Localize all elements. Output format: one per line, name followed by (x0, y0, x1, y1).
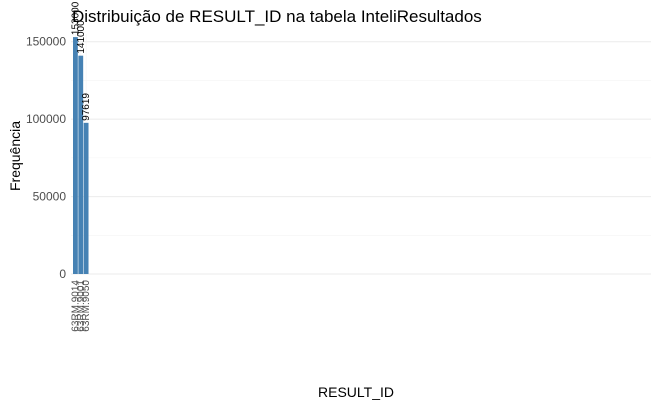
bar-value-label: 141000 (76, 20, 87, 54)
x-axis-title: RESULT_ID (318, 384, 394, 400)
x-tick-label: 63RM.9050 (81, 280, 92, 332)
plot-background (71, 34, 651, 274)
y-tick-label: 150000 (26, 35, 66, 49)
chart-title: Distribuição de RESULT_ID na tabela Inte… (72, 7, 482, 26)
grid (71, 34, 651, 275)
bar-value-label: 97619 (81, 93, 92, 121)
y-axis-ticks: 0 50000 100000 150000 (26, 35, 66, 281)
x-tick-label: 63RM.9014 (70, 280, 81, 332)
bars (73, 37, 89, 275)
y-tick-label: 50000 (33, 190, 67, 204)
y-tick-label: 0 (59, 267, 66, 281)
bar (83, 122, 89, 275)
x-tick-label: 63RM.9001 (76, 280, 87, 332)
y-tick-label: 100000 (26, 112, 66, 126)
y-axis-title: Frequência (7, 121, 23, 191)
bar (78, 55, 84, 275)
bar-value-label: 153000 (70, 1, 81, 35)
bar (73, 37, 78, 275)
